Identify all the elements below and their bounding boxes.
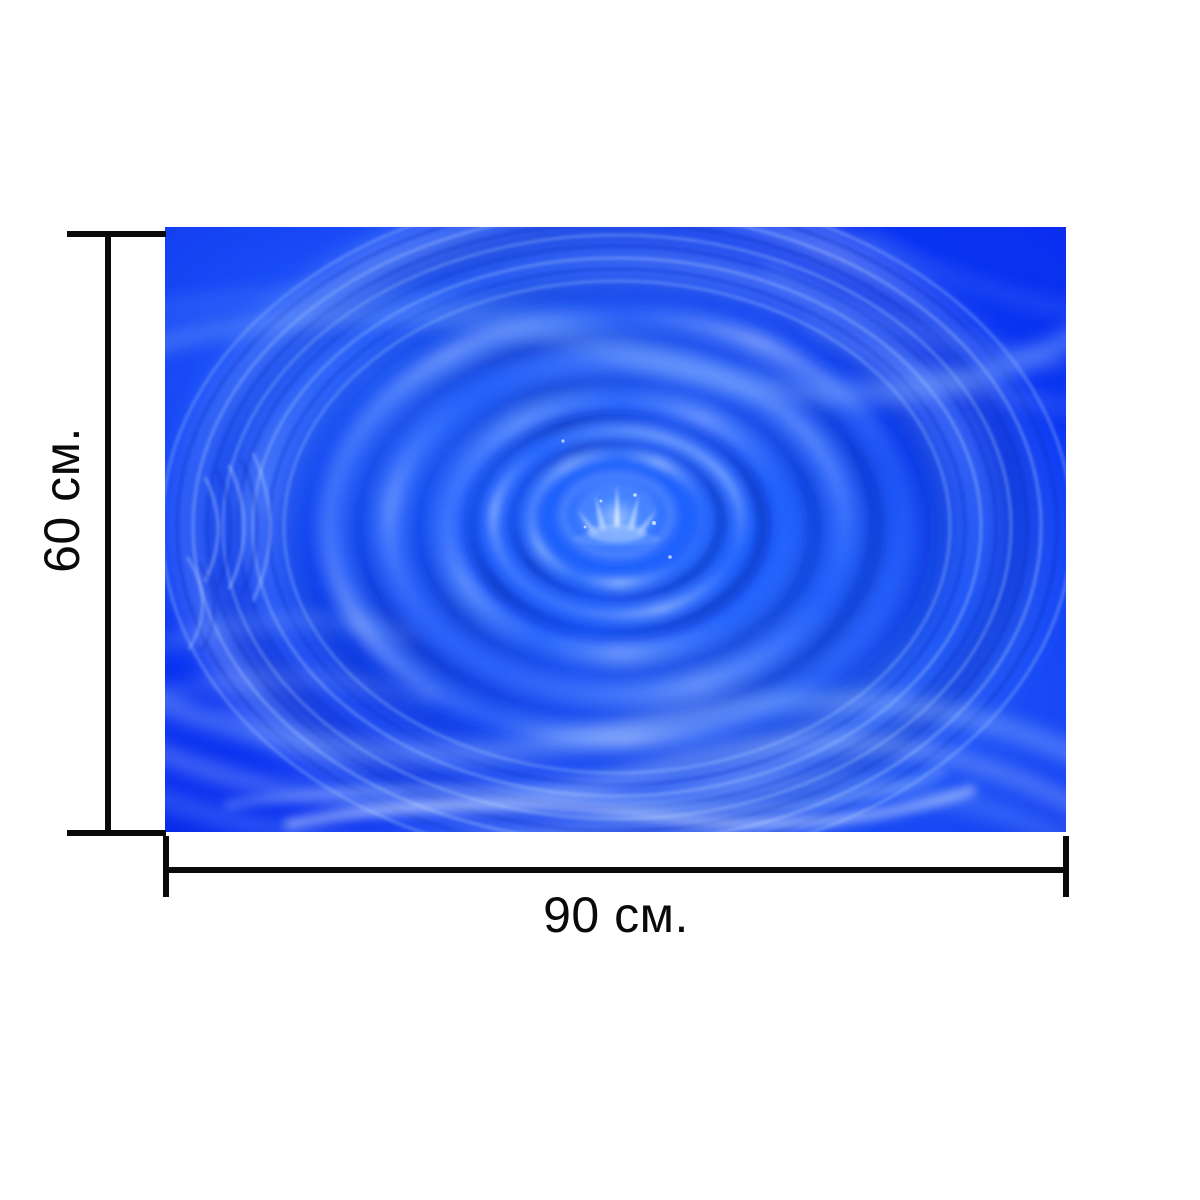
height-dimension-tick-bottom xyxy=(67,830,166,836)
height-dimension-label-text: 60 см. xyxy=(34,427,90,573)
height-dimension-line xyxy=(105,231,111,836)
width-dimension-tick-right xyxy=(1063,836,1069,897)
width-dimension-label: 90 см. xyxy=(543,887,689,943)
width-dimension-line xyxy=(166,867,1066,873)
width-dimension-tick-left xyxy=(163,836,169,897)
height-dimension-label: 60 см. xyxy=(0,400,124,600)
height-dimension-tick-top xyxy=(67,231,166,237)
water-ripple-illustration xyxy=(165,227,1066,832)
product-image xyxy=(165,227,1066,832)
